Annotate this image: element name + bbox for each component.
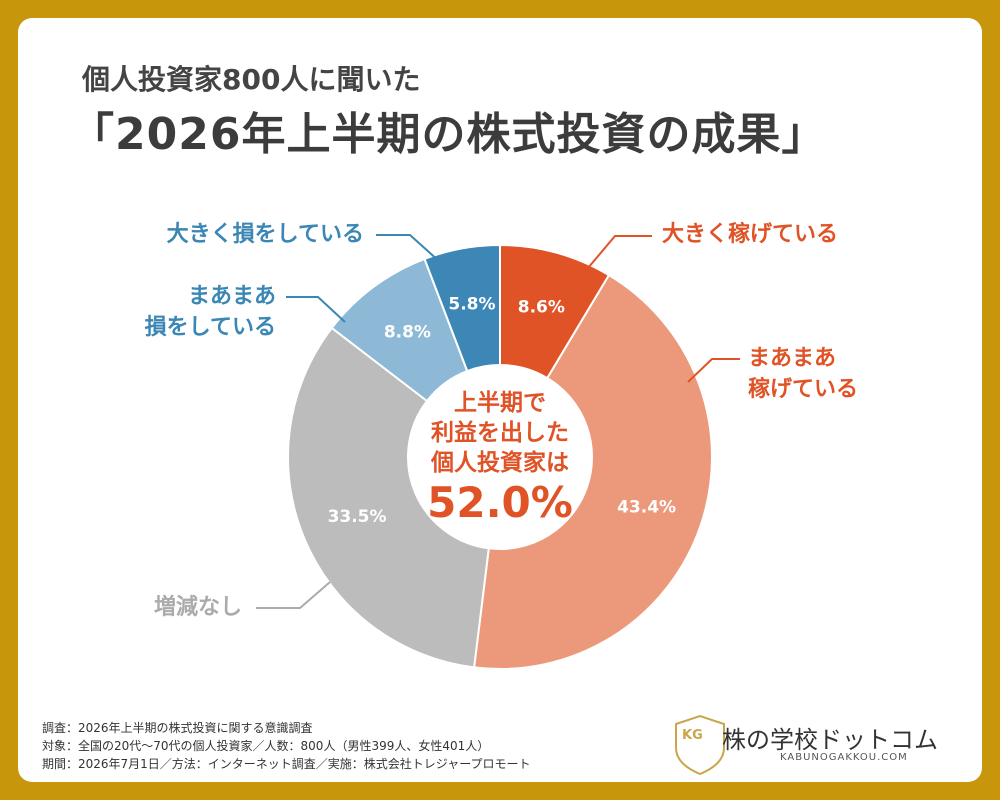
value-label: 33.5% bbox=[328, 507, 387, 527]
donut-slice bbox=[423, 243, 501, 373]
category-label: まあまあ 損をしている bbox=[144, 284, 276, 340]
center-text: 上半期で 利益を出した 個人投資家は bbox=[431, 390, 569, 476]
donut-slice bbox=[287, 326, 490, 669]
leader-line bbox=[256, 581, 331, 609]
category-label: 増減なし bbox=[153, 595, 242, 620]
leader-line bbox=[687, 358, 740, 383]
center-highlight: 52.0% bbox=[427, 478, 573, 527]
value-label: 43.4% bbox=[617, 497, 676, 517]
subtitle: 個人投資家800人に聞いた bbox=[82, 63, 421, 96]
donut-slice bbox=[473, 273, 713, 670]
footnote: 調査：2026年上半期の株式投資に関する意識調査 bbox=[42, 721, 313, 735]
logo-name: 株の学校ドットコム bbox=[722, 726, 938, 754]
footnote: 対象：全国の20代〜70代の個人投資家／人数：800人（男性399人、女性401… bbox=[42, 739, 490, 753]
category-label: まあまあ 稼げている bbox=[748, 346, 859, 402]
category-label: 大きく損をしている bbox=[166, 222, 364, 247]
value-label: 8.8% bbox=[384, 323, 431, 343]
title: 「2026年上半期の株式投資の成果」 bbox=[70, 109, 827, 160]
footnote: 期間：2026年7月1日／方法：インターネット調査／実施：株式会社トレジャープロ… bbox=[42, 757, 531, 771]
logo-mark: KG bbox=[682, 728, 703, 743]
leader-line bbox=[376, 234, 441, 263]
value-label: 8.6% bbox=[518, 298, 565, 318]
logo-url: KABUNOGAKKOU.COM bbox=[780, 752, 908, 763]
leader-line bbox=[286, 296, 346, 323]
logo-shield bbox=[675, 714, 725, 776]
category-label: 大きく稼げている bbox=[662, 222, 839, 247]
leader-line bbox=[587, 235, 652, 269]
value-label: 5.8% bbox=[448, 295, 495, 315]
